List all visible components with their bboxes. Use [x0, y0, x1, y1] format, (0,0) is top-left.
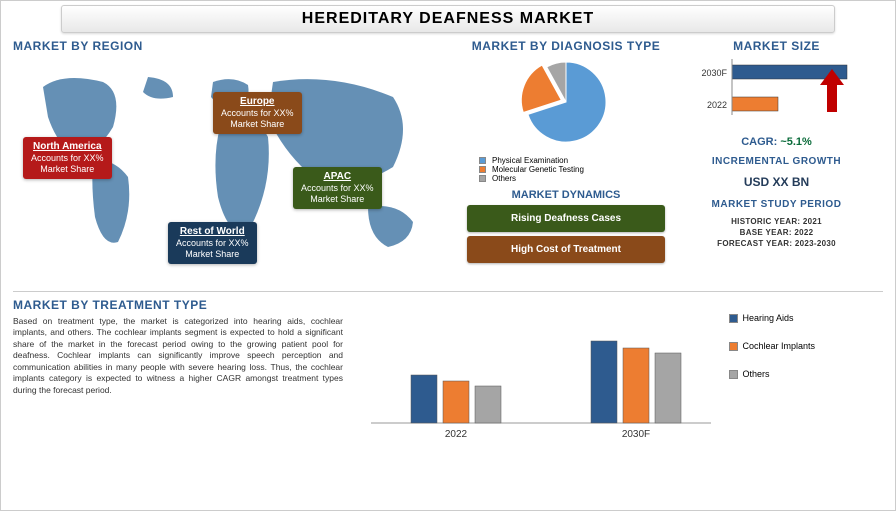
- region-callout: EuropeAccounts for XX%Market Share: [213, 92, 302, 134]
- incremental-value: USD XX BN: [679, 175, 874, 189]
- treatment-legend-item: Others: [729, 369, 879, 379]
- dynamics-title: MARKET DYNAMICS: [461, 189, 671, 201]
- pie-legend: Physical ExaminationMolecular Genetic Te…: [479, 156, 671, 183]
- dynamics-box: Rising Deafness Cases: [467, 205, 665, 232]
- diagnosis-title: MARKET BY DIAGNOSIS TYPE: [461, 39, 671, 53]
- treatment-legend: Hearing Aids Cochlear Implants Others: [729, 298, 879, 453]
- study-lines: HISTORIC YEAR: 2021BASE YEAR: 2022FORECA…: [679, 216, 874, 250]
- dynamics-box: High Cost of Treatment: [467, 236, 665, 263]
- world-map: North AmericaAccounts for XX%Market Shar…: [13, 57, 453, 287]
- incremental-title: INCREMENTAL GROWTH: [679, 156, 874, 167]
- treatment-legend-item: Hearing Aids: [729, 313, 879, 323]
- size-bar-chart: 2030F 2022: [692, 57, 862, 127]
- svg-text:2030F: 2030F: [622, 429, 650, 440]
- treatment-legend-item: Cochlear Implants: [729, 341, 879, 351]
- pie-chart: [511, 57, 621, 147]
- treatment-bar-chart: 2022 2030F: [351, 298, 721, 448]
- region-callout: Rest of WorldAccounts for XX%Market Shar…: [168, 222, 257, 264]
- svg-text:2030F: 2030F: [701, 68, 727, 78]
- page-title-bar: HEREDITARY DEAFNESS MARKET: [61, 5, 835, 33]
- region-title: MARKET BY REGION: [13, 39, 453, 53]
- pie-legend-item: Physical Examination: [479, 156, 671, 165]
- page-title: HEREDITARY DEAFNESS MARKET: [62, 10, 834, 28]
- treatment-panel: MARKET BY TREATMENT TYPE Based on treatm…: [13, 298, 343, 453]
- treatment-paragraph: Based on treatment type, the market is c…: [13, 316, 343, 396]
- diagnosis-panel: MARKET BY DIAGNOSIS TYPE Physical Examin…: [461, 39, 671, 287]
- svg-text:2022: 2022: [706, 100, 726, 110]
- size-title: MARKET SIZE: [679, 39, 874, 53]
- svg-text:2022: 2022: [445, 429, 468, 440]
- pie-legend-item: Molecular Genetic Testing: [479, 165, 671, 174]
- region-callout: APACAccounts for XX%Market Share: [293, 167, 382, 209]
- cagr-value: ~5.1%: [780, 136, 812, 148]
- study-title: MARKET STUDY PERIOD: [679, 199, 874, 210]
- market-size-panel: MARKET SIZE 2030F 2022 CAGR: ~5.1% INCREM…: [679, 39, 874, 287]
- cagr-line: CAGR: ~5.1%: [679, 136, 874, 148]
- pie-legend-item: Others: [479, 174, 671, 183]
- section-divider: [13, 291, 883, 292]
- treatment-title: MARKET BY TREATMENT TYPE: [13, 298, 343, 312]
- cagr-label: CAGR:: [741, 136, 777, 148]
- region-callout: North AmericaAccounts for XX%Market Shar…: [23, 137, 112, 179]
- region-panel: MARKET BY REGION North AmericaAccounts f…: [13, 39, 453, 287]
